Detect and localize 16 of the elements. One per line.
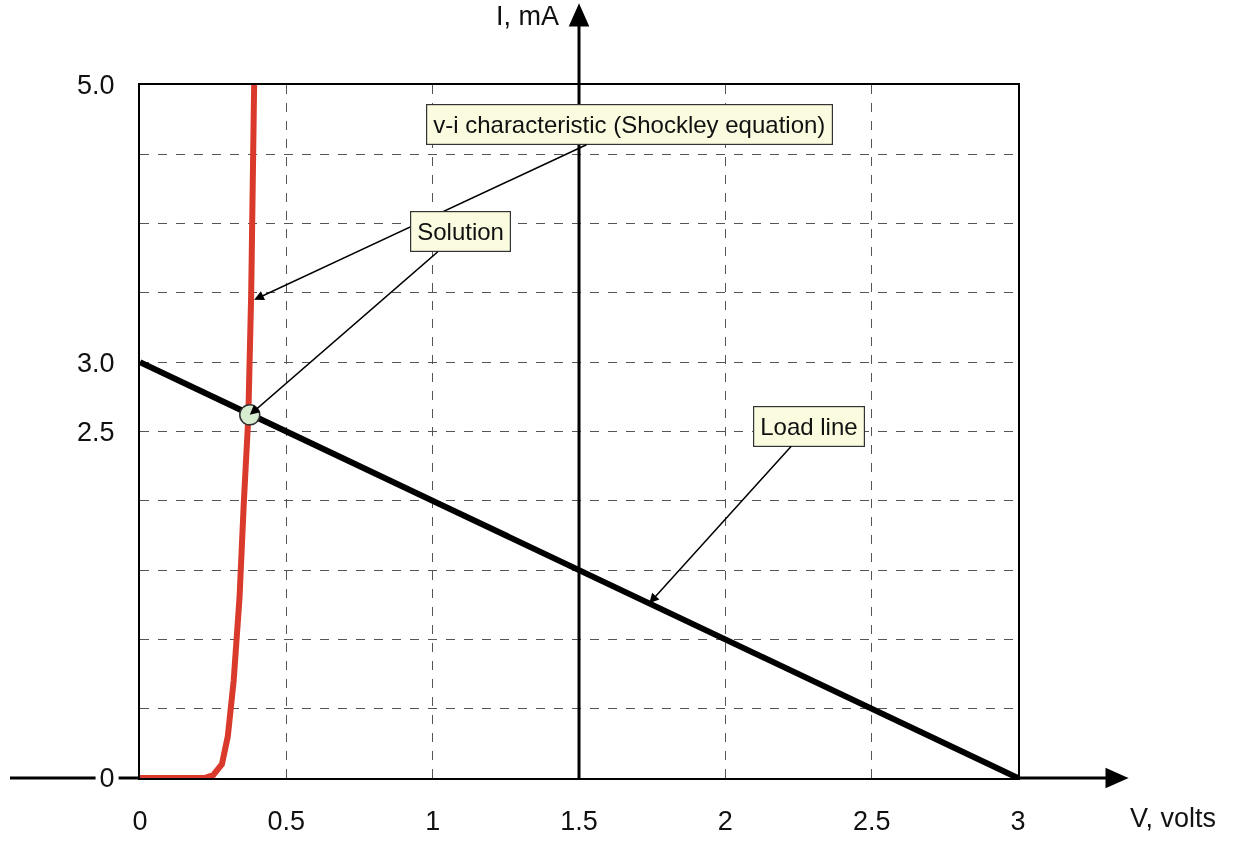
x-tick-label: 0.5 [267,806,306,837]
y-tick-label: 3.0 [77,347,115,378]
x-tick-label: 2.5 [852,806,891,837]
x-tick-label: 0 [132,806,148,837]
y-tick-label: 0 [99,763,115,794]
annotation: v-i characteristic (Shockley equation) [433,111,826,139]
x-tick-label: 2 [717,806,733,837]
annotation: Load line [760,413,858,441]
y-axis-title: I, mA [496,1,560,31]
x-tick-label: 3 [1010,806,1026,837]
x-tick-label: 1.5 [560,806,598,837]
x-axis-title: V, volts [1130,803,1217,833]
y-tick-label: 5.0 [77,70,115,101]
x-tick-label: 1 [425,806,441,837]
y-tick-label: 2.5 [77,416,115,447]
annotation: Solution [417,218,504,246]
